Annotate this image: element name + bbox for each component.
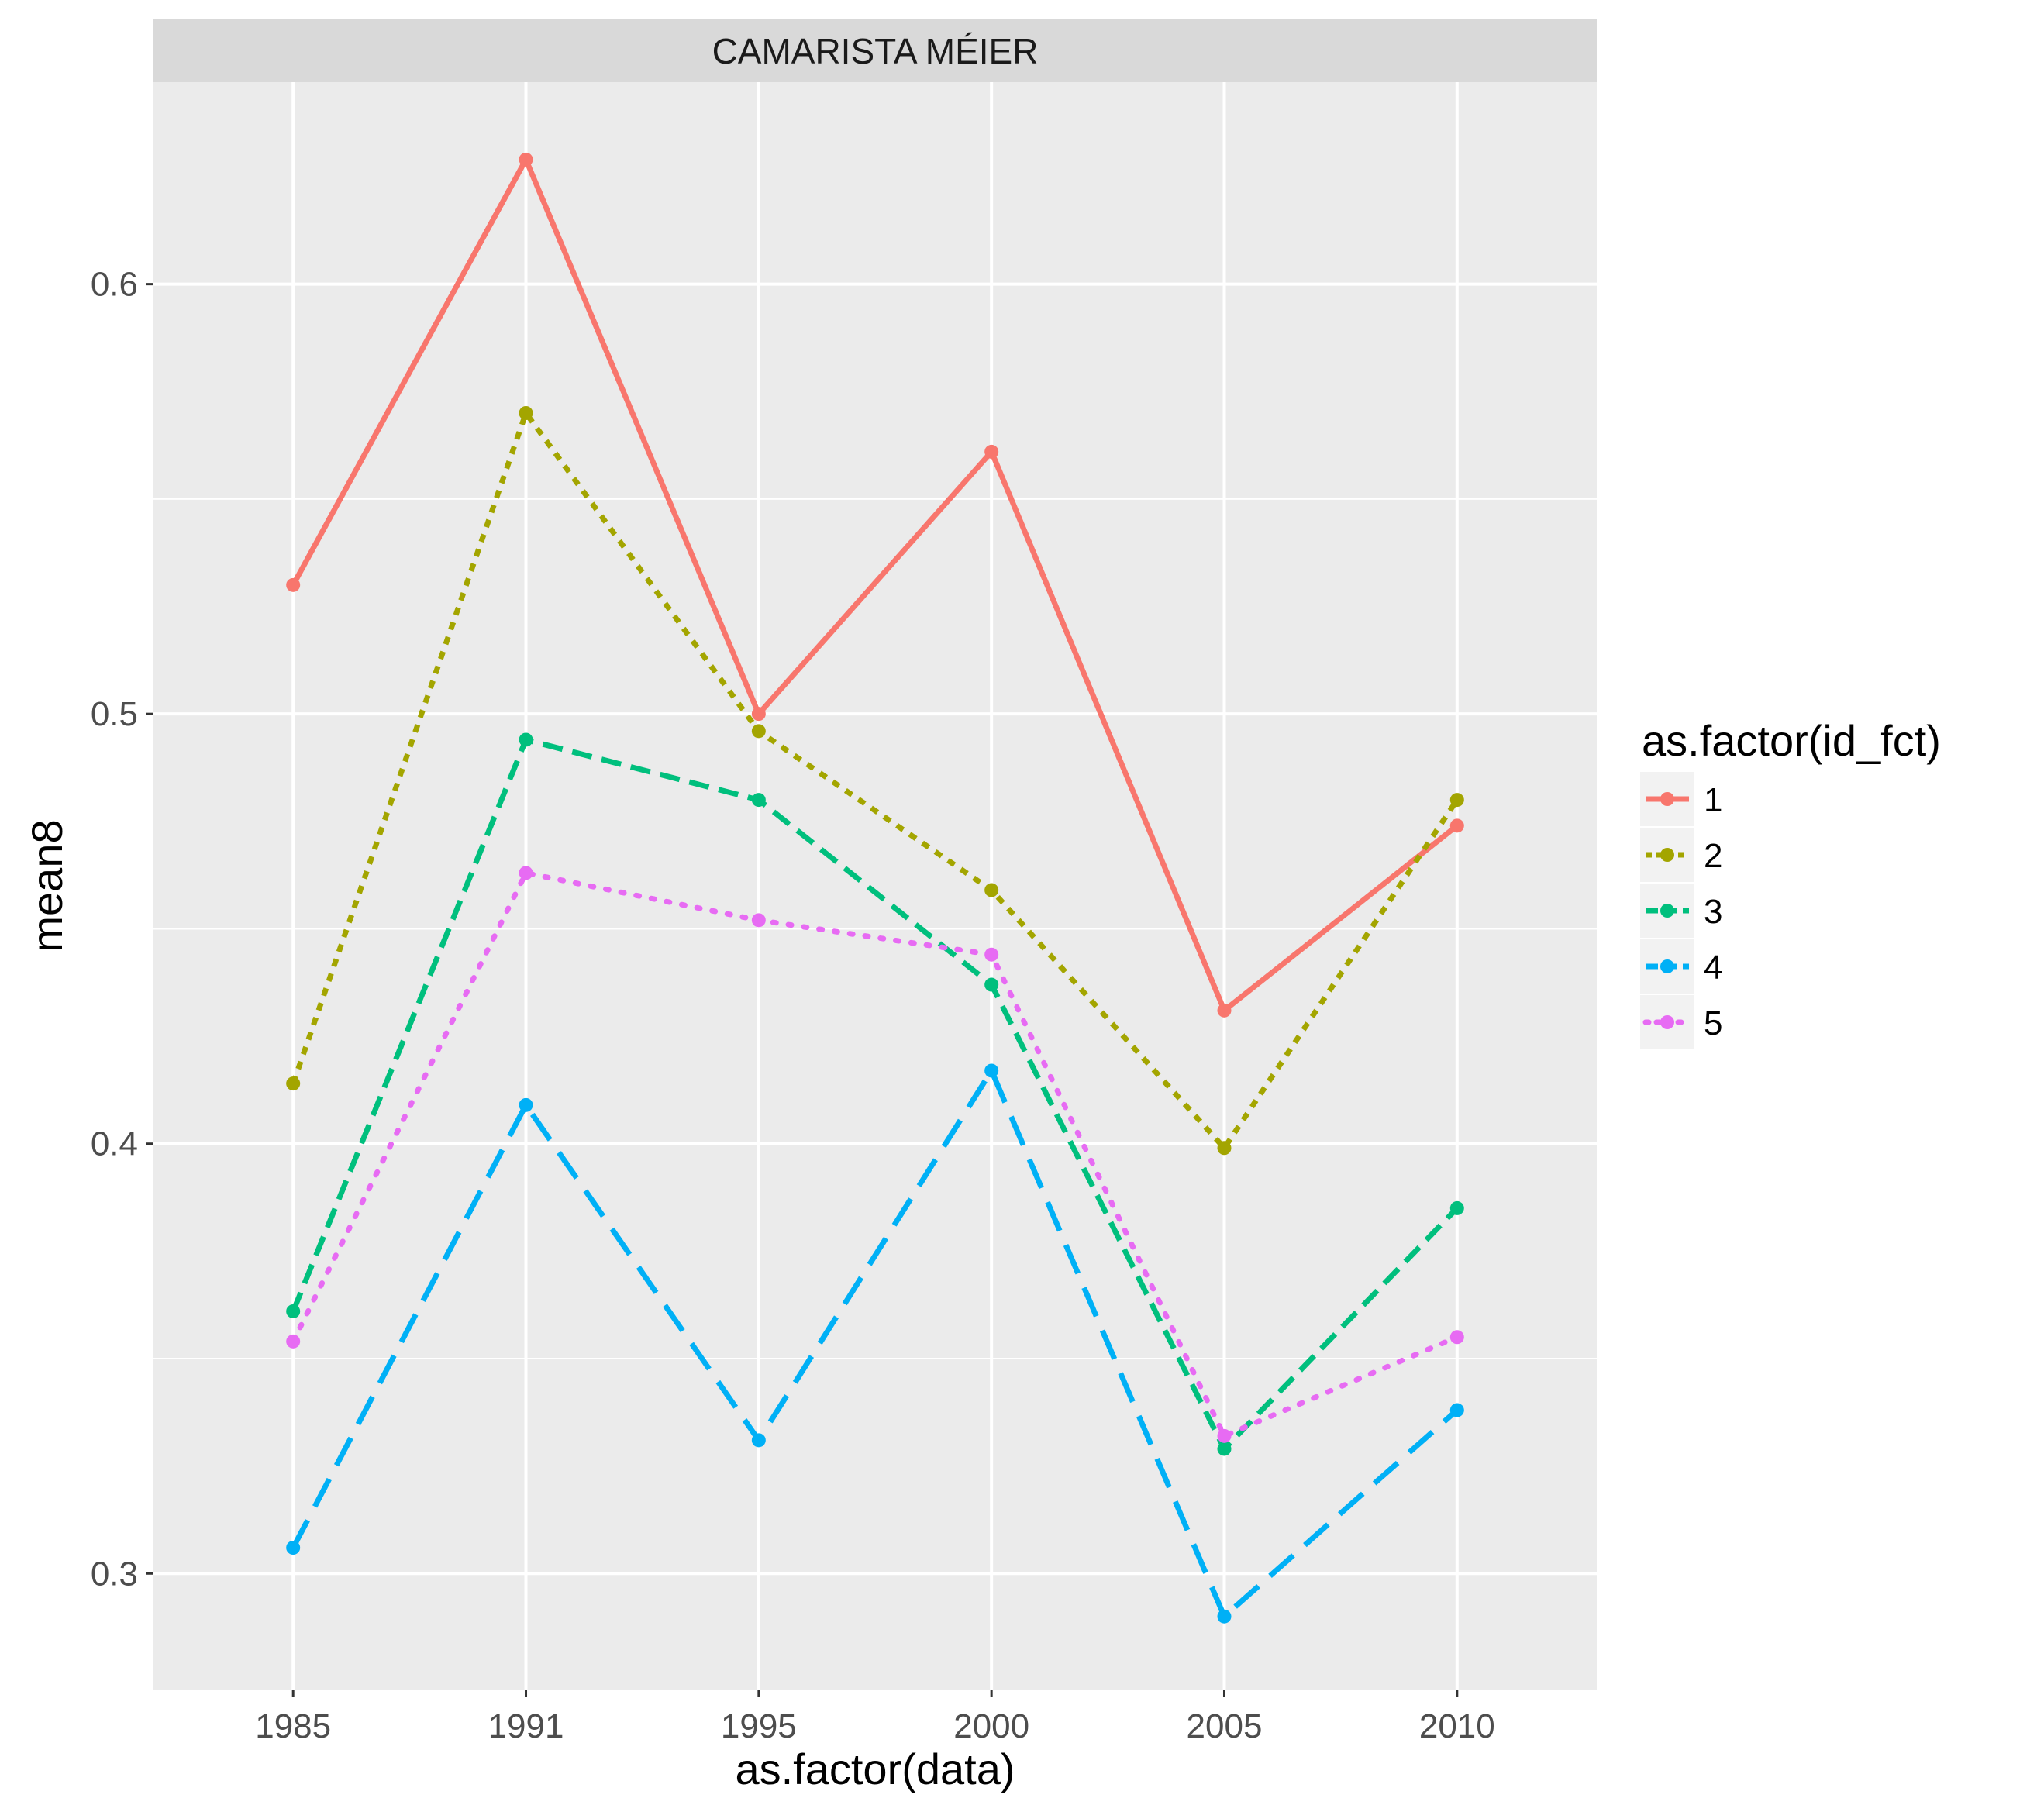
data-point-series-2 [1449,793,1464,808]
x-axis-title: as.factor(data) [735,1745,1015,1793]
legend-label: 4 [1704,949,1722,987]
data-point-series-1 [519,152,533,167]
data-point-series-1 [1449,818,1464,833]
series-line-3 [290,737,1460,1452]
data-point-series-2 [751,724,766,739]
legend-label: 1 [1704,781,1722,819]
data-point-series-5 [1217,1428,1232,1443]
legend-item-2: 2 [1640,828,1722,882]
legend-label: 3 [1704,893,1722,931]
data-point-series-4 [751,1433,766,1448]
y-axis-title: mean8 [22,819,71,952]
data-point-series-5 [1449,1330,1464,1345]
facet-strip [153,19,1597,82]
y-tick-label: 0.6 [91,266,138,304]
data-point-series-2 [286,1076,301,1091]
data-point-series-4 [286,1541,301,1555]
legend-label: 5 [1704,1004,1722,1042]
x-tick-label: 1991 [488,1707,564,1745]
data-point-series-4 [1449,1403,1464,1417]
legend-key-point [1660,1015,1674,1029]
legend-key-point [1660,848,1674,862]
x-tick-label: 1985 [255,1707,331,1745]
data-point-series-1 [984,444,999,459]
facet-strip-label: CAMARISTA MÉIER [712,31,1039,71]
series-points [286,152,1464,1624]
series-line-4 [291,1068,1460,1620]
data-point-series-3 [1217,1442,1232,1456]
series-line-2 [290,410,1460,1151]
legend-key-point [1660,792,1674,806]
legend-item-5: 5 [1640,995,1722,1049]
y-tick-label: 0.3 [91,1555,138,1593]
plot-panel [153,82,1597,1690]
data-point-series-1 [1217,1003,1232,1018]
data-point-series-4 [519,1097,533,1112]
data-point-series-5 [286,1334,301,1348]
series-lines [290,157,1460,1620]
data-point-series-3 [984,977,999,992]
data-point-series-4 [984,1063,999,1078]
y-tick-label: 0.4 [91,1125,138,1163]
data-point-series-1 [751,707,766,722]
data-point-series-5 [984,947,999,962]
legend-item-4: 4 [1640,939,1722,994]
x-axis: 1985 1991 1995 2000 2005 2010 [255,1690,1495,1745]
legend-item-1: 1 [1640,772,1722,826]
data-point-series-3 [286,1304,301,1318]
x-tick-label: 2000 [953,1707,1029,1745]
data-point-series-5 [519,866,533,880]
x-tick-label: 2005 [1187,1707,1263,1745]
legend-item-3: 3 [1640,884,1722,938]
legend-title: as.factor(id_fct) [1642,716,1941,765]
y-axis: 0.3 0.4 0.5 0.6 [91,266,153,1593]
data-point-series-3 [1449,1200,1464,1215]
x-tick-label: 1995 [721,1707,797,1745]
legend-label: 2 [1704,837,1722,875]
y-tick-label: 0.5 [91,695,138,733]
legend-key-point [1660,904,1674,918]
data-point-series-2 [984,883,999,897]
series-line-5 [290,870,1460,1439]
series-line-1 [291,157,1459,1014]
data-point-series-1 [286,577,301,592]
x-tick-label: 2010 [1419,1707,1495,1745]
data-point-series-3 [751,793,766,808]
data-point-series-2 [519,406,533,420]
data-point-series-2 [1217,1141,1232,1156]
data-point-series-5 [751,913,766,928]
legend-key-point [1660,959,1674,973]
data-point-series-3 [519,732,533,747]
data-point-series-4 [1217,1609,1232,1624]
legend: 1 2 3 4 5 [1640,772,1722,1049]
